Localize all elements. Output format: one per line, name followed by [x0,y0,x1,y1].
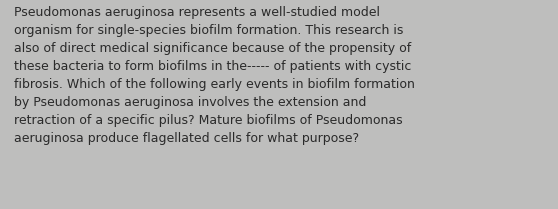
Text: Pseudomonas aeruginosa represents a well-studied model
organism for single-speci: Pseudomonas aeruginosa represents a well… [14,6,415,145]
